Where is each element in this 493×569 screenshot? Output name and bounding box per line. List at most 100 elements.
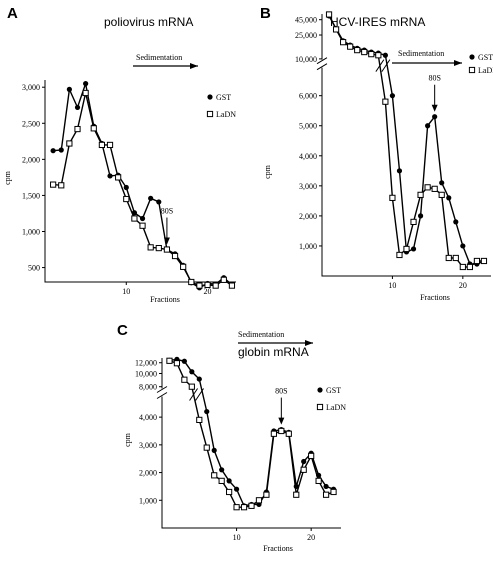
data-point-gst: [50, 148, 56, 154]
data-point-ladn: [361, 48, 368, 56]
x-tick-label: 10: [233, 533, 241, 542]
data-point-ladn: [171, 252, 179, 260]
data-point-gst: [123, 184, 129, 191]
legend-marker-ladn: [316, 403, 324, 411]
data-point-ladn: [115, 174, 122, 181]
axes: [44, 80, 236, 283]
data-point-ladn: [300, 466, 307, 473]
data-point-gst: [323, 483, 329, 490]
x-tick-label: 10: [122, 287, 130, 296]
panel-title: globin mRNA: [238, 345, 309, 359]
data-point-gst: [58, 147, 64, 153]
arrowhead-icon: [454, 60, 462, 66]
data-point-ladn: [403, 245, 410, 253]
y-tick-label: 2,000: [22, 155, 40, 164]
panel-letter: A: [7, 5, 18, 22]
y-tick-label: 45,000: [295, 16, 317, 25]
legend-label: LaDN: [216, 110, 236, 119]
data-point-ladn: [50, 181, 57, 188]
y-axis-label: cpm: [3, 170, 12, 185]
panel-letter: B: [260, 5, 271, 22]
y-tick-label: 3,000: [139, 441, 157, 450]
data-point-gst: [219, 467, 225, 473]
data-point-gst: [417, 213, 424, 219]
y-axis-label: cpm: [263, 164, 272, 179]
data-point-gst: [396, 168, 403, 174]
panel-title: poliovirus mRNA: [104, 15, 193, 29]
data-point-gst: [439, 180, 445, 186]
data-point-ladn: [308, 452, 315, 460]
data-point-ladn: [212, 282, 219, 289]
data-point-ladn: [180, 263, 187, 270]
data-point-gst: [148, 195, 154, 201]
data-point-gst: [460, 243, 466, 249]
data-point-ladn: [155, 244, 162, 252]
y-tick-label: 10,000: [135, 370, 157, 379]
data-point-ladn: [123, 195, 130, 203]
y-tick-label: 25,000: [295, 31, 317, 40]
data-point-gst: [196, 376, 202, 382]
legend-marker-gst: [317, 387, 323, 393]
data-point-gst: [139, 215, 146, 222]
data-point-ladn: [332, 26, 340, 33]
data-point-ladn: [166, 357, 173, 364]
data-point-ladn: [480, 257, 488, 265]
data-point-ladn: [410, 218, 417, 226]
y-tick-label: 6,000: [299, 92, 317, 101]
data-point-ladn: [417, 191, 424, 198]
data-point-gst: [211, 447, 217, 453]
series-gst: [166, 356, 337, 509]
data-point-ladn: [466, 263, 473, 271]
data-point-ladn: [473, 257, 481, 265]
data-point-ladn: [66, 140, 73, 147]
data-point-ladn: [106, 141, 114, 149]
series-ladn: [50, 89, 236, 289]
data-point-ladn: [226, 488, 233, 496]
x-axis-label: Fractions: [263, 544, 293, 553]
data-point-ladn: [196, 416, 203, 424]
series-ladn: [166, 357, 337, 511]
y-tick-label: 4,000: [299, 152, 317, 161]
data-point-ladn: [330, 488, 337, 496]
y-tick-label: 2,000: [299, 212, 317, 221]
data-point-ladn: [396, 251, 403, 259]
y-tick-label: 2,000: [139, 469, 157, 478]
annotation-80s-label: 80S: [161, 207, 173, 216]
panel-letter: C: [117, 322, 128, 339]
series-line: [53, 80, 233, 289]
axes: [161, 396, 341, 529]
arrowhead-icon: [305, 340, 313, 346]
series-line: [169, 358, 334, 507]
data-point-ladn: [228, 282, 236, 289]
x-axis-label: Fractions: [420, 293, 450, 302]
data-point-ladn: [278, 427, 285, 435]
data-point-gst: [226, 478, 232, 484]
data-point-ladn: [389, 194, 396, 201]
data-point-ladn: [270, 430, 277, 437]
data-point-ladn: [220, 276, 227, 283]
legend-marker-gst: [469, 54, 475, 60]
arrowhead-icon: [278, 417, 285, 425]
y-tick-label: 500: [28, 264, 40, 273]
data-point-gst: [233, 486, 240, 492]
axes: [321, 67, 491, 277]
data-point-ladn: [285, 430, 292, 437]
sedimentation-label: Sedimentation: [398, 49, 444, 58]
axis-break-mark: [156, 386, 168, 399]
y-tick-label: 8,000: [139, 383, 157, 392]
data-point-ladn: [315, 477, 322, 484]
data-point-ladn: [98, 141, 105, 149]
data-point-ladn: [452, 254, 459, 262]
data-point-ladn: [173, 360, 181, 367]
data-point-gst: [107, 173, 113, 179]
data-point-ladn: [431, 185, 438, 192]
y-tick-label: 4,000: [139, 413, 157, 422]
data-point-ladn: [233, 504, 240, 511]
series-ladn: [325, 11, 488, 271]
panel-b: B HCV-IRES mRNA Sedimentation 1,000 2,000 3,0…: [260, 5, 493, 302]
y-axis-label: cpm: [123, 432, 132, 447]
data-point-gst: [410, 246, 417, 252]
data-point-ladn: [424, 184, 431, 191]
data-point-gst: [432, 114, 438, 120]
